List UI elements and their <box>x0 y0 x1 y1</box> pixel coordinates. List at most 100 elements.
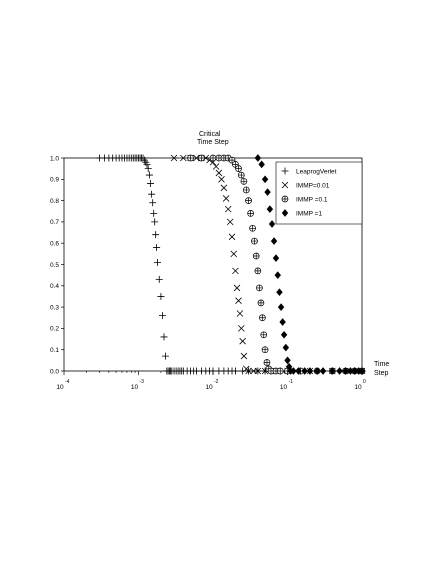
data-point <box>301 367 308 375</box>
axis-ticks: 0.00.10.20.30.40.50.60.70.80.91.010-410-… <box>50 155 366 391</box>
diamond-marker-shape <box>258 160 265 169</box>
cross-marker-shape <box>226 218 234 226</box>
x-axis-label: Time Step <box>374 361 389 377</box>
circle-plus-cross-shape <box>229 157 236 164</box>
data-series <box>96 154 366 375</box>
circle-plus-cross-shape <box>282 196 288 202</box>
data-point <box>147 180 155 188</box>
legend-marker <box>281 195 289 203</box>
cross-marker-shape <box>235 297 242 304</box>
legend-label: IMMP=0.01 <box>296 183 330 190</box>
diamond-marker-shape <box>264 188 271 196</box>
circle-plus-cross-shape <box>259 314 266 321</box>
data-point <box>222 195 230 202</box>
chart-title: Critical Time Step <box>197 131 229 146</box>
plus-marker-shape <box>153 243 161 251</box>
data-point <box>263 359 271 366</box>
y-tick-label: 0.3 <box>50 304 59 311</box>
circle-plus-cross-shape <box>260 331 267 338</box>
cross-marker-shape <box>238 325 245 332</box>
data-point <box>245 197 252 204</box>
circle-plus-cross-shape <box>240 178 247 185</box>
data-point <box>240 352 248 360</box>
x-tick-label-base: 10 <box>131 384 139 391</box>
data-point <box>149 199 157 207</box>
cross-marker-shape <box>170 154 178 162</box>
plus-marker-shape <box>145 171 153 179</box>
data-point <box>224 205 232 213</box>
diamond-marker-shape <box>342 367 349 375</box>
data-point <box>148 190 156 198</box>
plus-marker-shape <box>149 199 157 207</box>
legend-label: IMMP =0.1 <box>296 197 328 204</box>
data-point <box>258 160 265 169</box>
data-point <box>266 205 274 214</box>
data-point <box>209 367 217 375</box>
cross-marker-shape <box>180 154 187 162</box>
plus-marker-shape <box>239 367 247 375</box>
diamond-marker-shape <box>280 330 288 339</box>
x-axis-label-line-2: Step <box>374 370 389 377</box>
data-point <box>237 171 245 179</box>
x-tick-label-base: 10 <box>205 384 213 391</box>
data-point <box>282 343 290 352</box>
data-point <box>336 367 343 375</box>
plus-marker-shape <box>155 275 163 283</box>
data-point <box>240 178 248 185</box>
diamond-marker-shape <box>290 367 297 375</box>
data-point <box>284 356 291 365</box>
cross-marker-shape <box>215 169 223 177</box>
data-point <box>254 267 262 275</box>
data-point <box>144 165 152 173</box>
data-point <box>232 267 239 275</box>
chart-title-line-1: Critical <box>199 131 221 138</box>
plus-marker-shape <box>150 209 158 217</box>
data-point <box>228 156 236 164</box>
data-point <box>247 210 254 217</box>
legend-marker <box>281 209 289 217</box>
data-point <box>256 284 263 292</box>
data-point <box>212 163 220 170</box>
cross-marker-shape <box>218 176 225 183</box>
legend-label: IMMP =1 <box>296 211 322 218</box>
cross-marker-shape <box>228 233 236 241</box>
data-point <box>151 218 159 226</box>
cross-marker-shape <box>233 284 241 292</box>
diamond-marker-shape <box>306 367 314 375</box>
y-tick-label: 0.4 <box>50 283 59 290</box>
circle-plus-cross-shape <box>253 252 260 259</box>
cross-marker-shape <box>230 250 238 258</box>
data-point <box>161 352 169 360</box>
data-point <box>152 231 160 239</box>
plus-marker-shape <box>157 292 165 300</box>
data-point <box>170 154 178 162</box>
cross-marker-shape <box>220 184 228 192</box>
data-point <box>251 237 258 245</box>
data-point <box>342 367 349 375</box>
diamond-marker-shape <box>301 367 308 375</box>
circle-plus-cross-shape <box>210 155 216 161</box>
circle-plus-cross-shape <box>187 155 194 161</box>
circle-plus-cross-shape <box>247 210 254 217</box>
circle-plus-cross-shape <box>262 346 269 353</box>
y-tick-label: 0.7 <box>50 219 59 226</box>
x-tick-label-base: 10 <box>354 384 362 391</box>
diamond-marker-shape <box>268 220 276 228</box>
chart-title-line-2: Time Step <box>197 139 229 146</box>
data-point <box>259 314 266 322</box>
x-tick-label-base: 10 <box>56 384 64 391</box>
diamond-marker-shape <box>272 254 280 263</box>
data-point <box>235 297 242 304</box>
legend-box <box>275 161 363 225</box>
plus-marker-shape <box>231 367 239 375</box>
data-point <box>306 367 314 375</box>
diamond-marker-shape <box>313 367 321 375</box>
circle-plus-cross-shape <box>235 165 242 172</box>
diamond-marker-shape <box>295 367 302 375</box>
data-point <box>254 154 262 162</box>
data-point <box>193 154 200 162</box>
plus-marker-shape <box>160 333 168 341</box>
diamond-marker-shape <box>276 288 283 297</box>
circle-plus-cross-shape <box>238 172 245 179</box>
